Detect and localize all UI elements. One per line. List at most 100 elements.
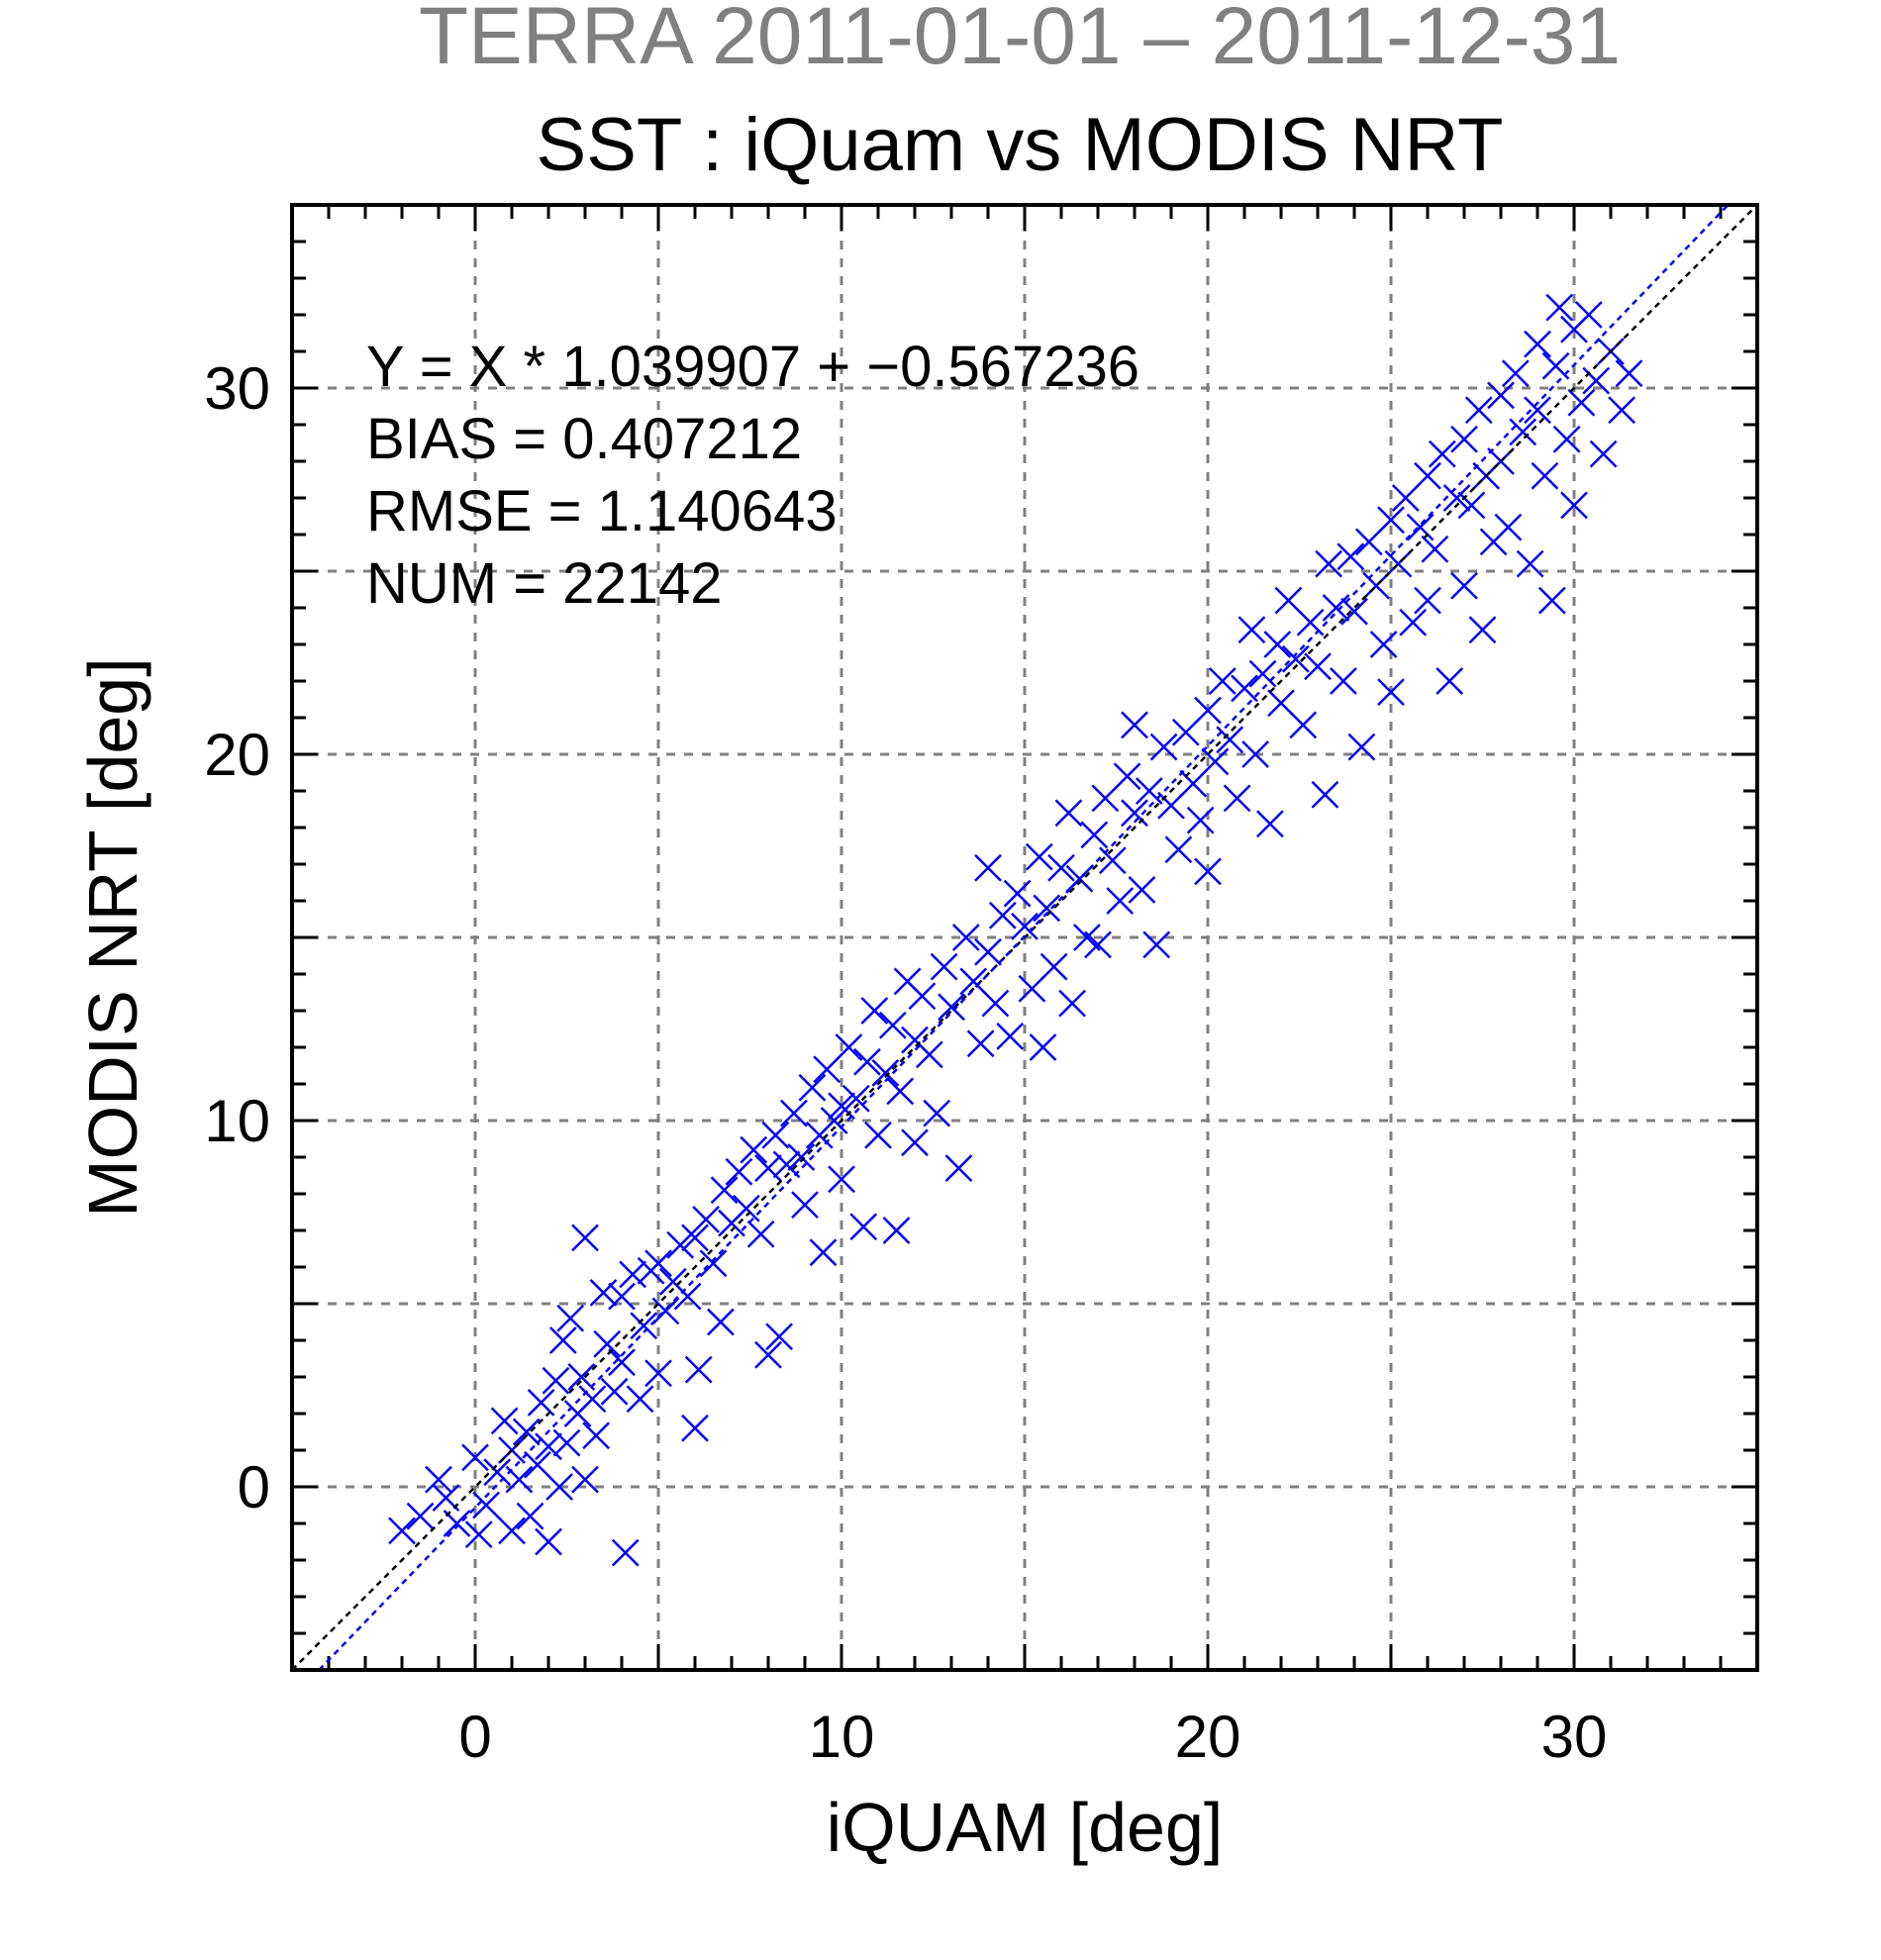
data-point xyxy=(1091,784,1120,813)
data-point xyxy=(1121,711,1148,739)
data-point xyxy=(1216,726,1244,754)
data-point xyxy=(589,1279,618,1307)
data-point xyxy=(548,1326,577,1354)
data-point xyxy=(1164,835,1193,864)
data-point xyxy=(1340,597,1368,626)
data-point xyxy=(388,1517,416,1545)
data-point xyxy=(1194,857,1222,886)
x-tick-label: 20 xyxy=(1175,1704,1241,1770)
data-point xyxy=(1468,616,1497,644)
data-point xyxy=(1135,777,1163,805)
data-point xyxy=(1464,396,1493,425)
data-point xyxy=(1241,740,1269,768)
regression-equation: Y = X * 1.039907 + −0.567236 xyxy=(366,335,1139,399)
data-point xyxy=(1274,586,1303,615)
data-point xyxy=(707,1308,735,1336)
data-point xyxy=(1377,678,1405,706)
data-point xyxy=(842,1084,870,1113)
data-point xyxy=(853,1047,881,1076)
data-point xyxy=(1223,784,1251,813)
data-point xyxy=(666,1230,695,1259)
data-point xyxy=(545,1473,573,1501)
data-point xyxy=(1450,571,1478,600)
data-point xyxy=(464,1520,493,1548)
data-point xyxy=(1322,594,1350,622)
data-point xyxy=(406,1502,435,1530)
data-point xyxy=(1354,528,1383,556)
x-tick-label: 10 xyxy=(809,1704,875,1770)
data-point xyxy=(626,1385,654,1414)
data-point xyxy=(780,1099,808,1127)
data-point xyxy=(1018,974,1046,1003)
data-point xyxy=(981,989,1010,1018)
data-point xyxy=(630,1312,658,1340)
data-point xyxy=(944,1154,973,1182)
data-point xyxy=(1589,440,1618,468)
data-point xyxy=(787,1143,816,1171)
data-point xyxy=(1106,887,1135,915)
data-point xyxy=(1537,586,1566,615)
data-point xyxy=(1256,810,1284,838)
y-axis-title: MODIS NRT [deg] xyxy=(74,657,151,1217)
regression-line xyxy=(318,204,1730,1671)
data-point xyxy=(923,1099,951,1127)
stats-box: Y = X * 1.039907 + −0.567236 BIAS = 0.40… xyxy=(366,335,1139,616)
data-point xyxy=(1098,846,1127,875)
data-point xyxy=(490,1407,519,1435)
x-tick-label: 30 xyxy=(1541,1704,1608,1770)
data-point xyxy=(791,1191,819,1219)
y-tick-label: 10 xyxy=(204,1088,270,1154)
data-point xyxy=(681,1414,709,1442)
data-point xyxy=(1128,876,1156,904)
data-point xyxy=(593,1329,622,1358)
data-point xyxy=(1033,894,1061,923)
data-point xyxy=(699,1249,728,1278)
data-point xyxy=(1179,769,1208,798)
data-point xyxy=(1047,853,1075,882)
data-point xyxy=(754,1340,782,1369)
data-point xyxy=(1080,821,1109,849)
data-point xyxy=(1406,513,1435,541)
data-point xyxy=(1084,931,1112,959)
data-point xyxy=(882,1217,911,1244)
data-point xyxy=(1315,549,1342,578)
data-point xyxy=(1065,864,1094,893)
data-point xyxy=(1608,396,1635,425)
data-point xyxy=(710,1176,739,1205)
data-point xyxy=(1029,1033,1057,1061)
data-point xyxy=(1238,616,1266,644)
data-point xyxy=(684,1355,713,1384)
data-point xyxy=(1524,396,1551,425)
data-point xyxy=(1494,513,1523,541)
data-point xyxy=(608,1282,636,1311)
data-point xyxy=(681,1224,709,1252)
chart-title: TERRA 2011-01-01 – 2011-12-31 xyxy=(419,0,1621,81)
data-point xyxy=(1442,484,1471,512)
data-point xyxy=(1457,491,1486,520)
data-point xyxy=(765,1323,793,1351)
reference-lines xyxy=(291,204,1758,1671)
plot-area-frame xyxy=(290,203,1759,1672)
data-point xyxy=(1615,359,1643,388)
data-point xyxy=(1414,586,1441,615)
y-tick-label: 0 xyxy=(238,1454,270,1520)
data-point xyxy=(651,1297,680,1325)
y-tick-label: 20 xyxy=(204,722,270,788)
data-point xyxy=(1582,366,1611,395)
data-point xyxy=(600,1377,629,1406)
data-point xyxy=(567,1363,596,1391)
data-point xyxy=(1113,762,1141,791)
data-point xyxy=(461,1443,489,1472)
data-point xyxy=(798,1073,827,1102)
data-point xyxy=(498,1517,526,1545)
data-point xyxy=(1336,542,1365,571)
data-point xyxy=(966,1029,995,1058)
data-point xyxy=(1025,842,1053,871)
data-point xyxy=(930,952,958,981)
data-point xyxy=(740,1135,768,1164)
data-point xyxy=(535,1432,562,1461)
data-point xyxy=(1574,301,1603,329)
tick-labels: 0 10 20 30 0 10 20 30 xyxy=(204,355,1607,1770)
data-point xyxy=(1186,806,1215,834)
data-point xyxy=(915,1040,943,1069)
